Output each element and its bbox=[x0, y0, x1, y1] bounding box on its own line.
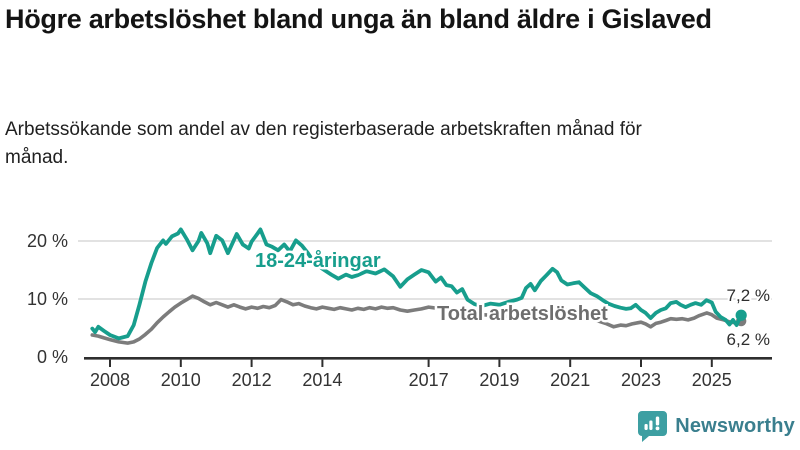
x-tick-label: 2010 bbox=[161, 370, 201, 390]
y-tick-label: 0 % bbox=[37, 347, 68, 367]
x-tick-label: 2008 bbox=[90, 370, 130, 390]
y-tick-label: 20 % bbox=[27, 231, 68, 251]
series-label-youth: 18-24-åringar bbox=[255, 249, 381, 272]
x-tick-label: 2012 bbox=[232, 370, 272, 390]
newsworthy-wordmark: Newsworthy bbox=[675, 415, 795, 437]
y-tick-label: 10 % bbox=[27, 289, 68, 309]
unemployment-line-chart: 0 % 10 % 20 % 2008 2010 2012 2014 2017 2019 2021 2… bbox=[27, 227, 772, 390]
x-tick-label: 2021 bbox=[550, 370, 590, 390]
x-tick-label: 2023 bbox=[621, 370, 661, 390]
x-tick-label: 2014 bbox=[302, 370, 342, 390]
x-tick-label: 2017 bbox=[409, 370, 449, 390]
series-line-youth bbox=[90, 227, 744, 341]
newsworthy-branding: Newsworthy bbox=[638, 411, 795, 442]
series-label-total: Total arbetslöshet bbox=[437, 303, 608, 325]
series-line-total bbox=[90, 294, 744, 345]
x-tick-label: 2019 bbox=[479, 370, 519, 390]
newsworthy-logo-icon bbox=[638, 411, 668, 442]
end-value-label-youth: 7,2 % bbox=[727, 286, 770, 305]
x-tick-label: 2025 bbox=[692, 370, 732, 390]
page-title: Högre arbetslöshet bland unga än bland ä… bbox=[5, 4, 712, 34]
end-value-label-total: 6,2 % bbox=[727, 330, 770, 349]
series-end-dot-youth bbox=[735, 309, 747, 321]
chart-subtitle: Arbetssökande som andel av den registerb… bbox=[5, 119, 642, 169]
